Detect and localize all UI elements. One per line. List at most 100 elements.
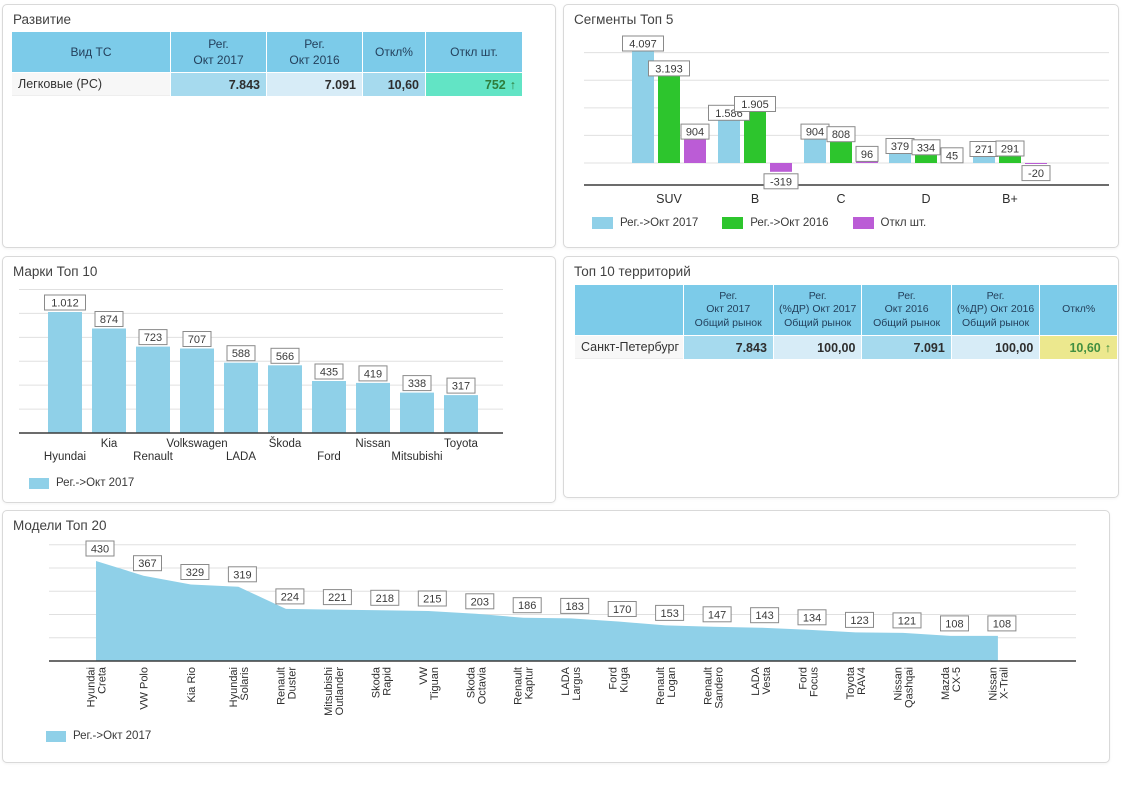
panel-title-brands: Марки Топ 10 bbox=[13, 264, 98, 279]
table-header-row: Рег. Окт 2017 Общий рынок Рег. (%ДР) Окт 201… bbox=[575, 285, 1117, 335]
bar-Renault[interactable] bbox=[136, 346, 170, 433]
category-label-Toyota[interactable]: Toyota bbox=[444, 438, 478, 450]
bar-D-Рег.->Окт 2017[interactable] bbox=[889, 152, 911, 164]
category-label-LADA Largus[interactable]: LADALargus bbox=[560, 666, 583, 700]
panel-development: Развитие Вид ТС Рег. Окт 2017 Рег. Окт 2016 О… bbox=[2, 4, 556, 248]
bar-SUV-Откл шт.[interactable] bbox=[684, 138, 706, 163]
legend-label: Рег.->Окт 2016 bbox=[750, 217, 829, 229]
area-series-Рег.->Окт 2017[interactable] bbox=[96, 561, 998, 661]
bar-SUV-Рег.->Окт 2017[interactable] bbox=[632, 50, 654, 163]
value-label: 186 bbox=[518, 600, 536, 612]
category-label-Skoda Octavia[interactable]: SkodaOctavia bbox=[465, 666, 488, 704]
value-label: 707 bbox=[188, 334, 206, 346]
value-label: 291 bbox=[1001, 144, 1019, 156]
column-header: Откл шт. bbox=[426, 32, 522, 72]
value-label: 153 bbox=[660, 608, 678, 620]
category-label-Renault Logan[interactable]: RenaultLogan bbox=[655, 667, 678, 705]
bar-Kia[interactable] bbox=[92, 328, 126, 434]
category-label-SUV[interactable]: SUV bbox=[656, 192, 682, 206]
value-label-box bbox=[322, 589, 352, 606]
value-label-box bbox=[94, 311, 124, 327]
bar-D-Рег.->Окт 2016[interactable] bbox=[915, 153, 937, 163]
legend-item: Рег.->Окт 2017 bbox=[29, 477, 134, 489]
category-label-B+[interactable]: B+ bbox=[1002, 192, 1018, 206]
category-label-Škoda[interactable]: Škoda bbox=[269, 437, 302, 450]
category-label-B[interactable]: B bbox=[751, 192, 759, 206]
category-label-Nissan X-Trail[interactable]: NissanX-Trail bbox=[987, 667, 1010, 701]
value-cell: 7.091 bbox=[267, 73, 362, 96]
category-label-Kia[interactable]: Kia bbox=[101, 438, 118, 450]
legend-label: Рег.->Окт 2017 bbox=[620, 217, 699, 229]
category-label-Toyota RAV4[interactable]: ToyotaRAV4 bbox=[845, 666, 868, 699]
dimension-cell[interactable]: Легковые (PC) bbox=[12, 73, 170, 96]
category-label-Ford[interactable]: Ford bbox=[317, 451, 341, 463]
category-label-C[interactable]: C bbox=[836, 192, 845, 206]
category-label-Ford Focus[interactable]: FordFocus bbox=[798, 667, 821, 697]
category-label-Renault Kaptur[interactable]: RenaultKaptur bbox=[513, 667, 536, 705]
models-area-chart: HyundaiCreta VW Polo Kia Rio HyundaiSolaris… bbox=[49, 540, 1076, 716]
category-label-Kia Rio[interactable]: Kia Rio bbox=[186, 667, 198, 702]
value-label: 588 bbox=[232, 348, 250, 360]
category-label-D[interactable]: D bbox=[921, 192, 930, 206]
category-label-Renault Duster[interactable]: RenaultDuster bbox=[275, 667, 298, 705]
category-label-Hyundai Solaris[interactable]: HyundaiSolaris bbox=[228, 667, 251, 708]
value-label-box bbox=[370, 589, 400, 606]
chart-legend: Рег.->Окт 2017 Рег.->Окт 2016 Откл шт. bbox=[592, 217, 926, 229]
panel-title-territories: Топ 10 территорий bbox=[574, 264, 691, 279]
legend-item: Рег.->Окт 2016 bbox=[722, 217, 829, 229]
category-label-Skoda Rapid[interactable]: SkodaRapid bbox=[370, 666, 393, 698]
column-header: Рег. Окт 2016 Общий рынок bbox=[862, 285, 951, 335]
category-label-Renault Sandero[interactable]: RenaultSandero bbox=[703, 667, 726, 709]
category-label-Mazda CX-5[interactable]: MazdaCX-5 bbox=[940, 666, 963, 700]
value-label-box bbox=[940, 615, 969, 632]
bar-Škoda[interactable] bbox=[268, 365, 302, 433]
bar-B-Откл шт.[interactable] bbox=[770, 163, 792, 172]
bar-B+-Рег.->Окт 2016[interactable] bbox=[999, 155, 1021, 163]
bar-Toyota[interactable] bbox=[444, 395, 478, 433]
category-label-Hyundai[interactable]: Hyundai bbox=[44, 451, 86, 463]
category-label-VW Polo[interactable]: VW Polo bbox=[139, 667, 151, 710]
category-label-LADA Vesta[interactable]: LADAVesta bbox=[750, 666, 773, 696]
category-label-VW Tiguan[interactable]: VWTiguan bbox=[418, 666, 441, 700]
bar-Volkswagen[interactable] bbox=[180, 348, 214, 434]
value-label: 170 bbox=[613, 604, 631, 616]
bar-C-Рег.->Окт 2017[interactable] bbox=[804, 138, 826, 163]
bar-B-Рег.->Окт 2016[interactable] bbox=[744, 110, 766, 164]
bar-SUV-Рег.->Окт 2016[interactable] bbox=[658, 74, 680, 163]
value-label: 4.097 bbox=[629, 39, 657, 51]
value-label-box bbox=[855, 145, 879, 162]
value-label-box bbox=[44, 294, 86, 311]
category-label-Renault[interactable]: Renault bbox=[133, 451, 173, 463]
value-label: 271 bbox=[975, 144, 993, 156]
category-label-Volkswagen[interactable]: Volkswagen bbox=[166, 438, 227, 450]
table-row: Легковые (PC) 7.843 7.091 10,60 752 ↑ bbox=[12, 73, 522, 96]
bar-B+-Рег.->Окт 2017[interactable] bbox=[973, 155, 995, 164]
bar-Nissan[interactable] bbox=[356, 382, 390, 433]
bar-B+-Откл шт.[interactable] bbox=[1025, 163, 1047, 164]
bar-B-Рег.->Окт 2017[interactable] bbox=[718, 119, 740, 163]
category-label-Nissan[interactable]: Nissan bbox=[355, 438, 390, 450]
bar-C-Рег.->Окт 2016[interactable] bbox=[830, 140, 852, 163]
category-label-Mitsubishi Outlander[interactable]: MitsubishiOutlander bbox=[323, 667, 346, 716]
value-label-box bbox=[227, 566, 257, 583]
bar-Hyundai[interactable] bbox=[48, 312, 82, 433]
bar-LADA[interactable] bbox=[224, 362, 258, 433]
category-label-LADA[interactable]: LADA bbox=[226, 451, 256, 463]
category-label-Nissan Qashqai[interactable]: NissanQashqai bbox=[893, 667, 916, 708]
trend-up-arrow-icon: ↑ bbox=[1104, 340, 1111, 355]
value-label-box bbox=[750, 607, 780, 624]
bar-Ford[interactable] bbox=[312, 381, 346, 433]
category-label-Mitsubishi[interactable]: Mitsubishi bbox=[391, 451, 442, 463]
category-label-Ford Kuga[interactable]: FordKuga bbox=[608, 666, 631, 693]
value-label-box bbox=[180, 564, 210, 580]
value-label-box bbox=[797, 609, 827, 626]
value-label: 566 bbox=[276, 351, 294, 363]
dimension-cell[interactable]: Санкт-Петербург bbox=[575, 336, 683, 359]
value-label-box bbox=[607, 601, 637, 617]
legend-item: Рег.->Окт 2017 bbox=[592, 217, 698, 229]
bar-Mitsubishi[interactable] bbox=[400, 392, 434, 433]
category-label-Hyundai Creta[interactable]: HyundaiCreta bbox=[86, 666, 109, 707]
value-label-box bbox=[402, 375, 432, 392]
value-label-box bbox=[987, 615, 1017, 632]
